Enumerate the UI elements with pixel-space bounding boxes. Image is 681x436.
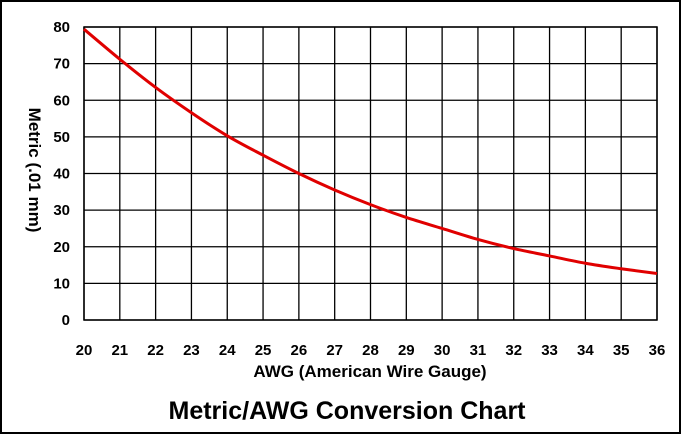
x-tick-label: 21: [111, 342, 128, 359]
y-tick-label: 10: [53, 275, 70, 292]
x-tick-label: 24: [219, 342, 236, 359]
x-tick-label: 25: [255, 342, 272, 359]
x-tick-label: 20: [76, 342, 93, 359]
x-tick-label: 27: [326, 342, 343, 359]
y-tick-label: 40: [53, 166, 70, 183]
x-tick-label: 26: [291, 342, 308, 359]
x-tick-label: 22: [147, 342, 164, 359]
y-tick-label: 20: [53, 239, 70, 256]
x-tick-label: 29: [398, 342, 415, 359]
y-tick-label: 30: [53, 202, 70, 219]
y-axis-title: Metric (.01 mm): [25, 108, 44, 233]
x-tick-label: 28: [362, 342, 379, 359]
x-tick-label: 36: [649, 342, 666, 359]
y-tick-label: 0: [62, 312, 70, 329]
y-tick-label: 70: [53, 56, 70, 73]
chart-title: Metric/AWG Conversion Chart: [169, 397, 527, 425]
series-line: [83, 28, 658, 275]
x-tick-label: 31: [470, 342, 487, 359]
x-tick-label: 34: [577, 342, 594, 359]
x-tick-label: 33: [541, 342, 558, 359]
tick-labels: 20 21 22 23 24 25 26 27 28 29 30 31 32 33 34 35 36 0 10 20 3…: [53, 19, 665, 359]
y-tick-label: 80: [53, 19, 70, 36]
y-tick-label: 50: [53, 129, 70, 146]
x-axis-title: AWG (American Wire Gauge): [253, 362, 486, 381]
x-tick-label: 32: [505, 342, 522, 359]
y-tick-label: 60: [53, 92, 70, 109]
x-tick-label: 30: [434, 342, 451, 359]
grid-lines: [83, 26, 658, 321]
x-tick-label: 35: [613, 342, 630, 359]
x-tick-label: 23: [183, 342, 200, 359]
